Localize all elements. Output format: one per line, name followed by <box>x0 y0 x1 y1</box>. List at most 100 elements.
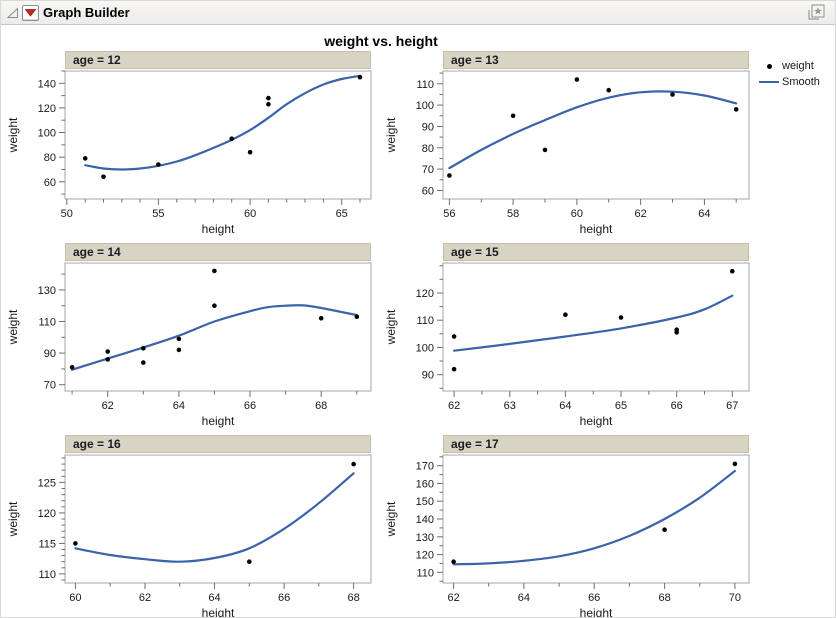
panel-age-age-age-age-age-age-13: age = 13 56 58 60 62 64 60 70 80 90 100 110 height we… <box>381 51 757 237</box>
x-tick-label: 66 <box>588 592 600 604</box>
legend-point-marker <box>758 63 780 69</box>
panel-plot: 60 62 64 66 68 110 115 120 125 height weight <box>6 454 372 618</box>
data-point[interactable] <box>82 156 88 161</box>
data-point[interactable] <box>141 360 146 365</box>
panel-age-age-age-age-age-age-12: age = 12 50 55 60 65 60 80 100 120 140 height weigh… <box>3 51 379 237</box>
x-axis-label: height <box>202 606 235 618</box>
x-tick-label: 60 <box>571 208 583 220</box>
plot-frame[interactable] <box>64 262 372 392</box>
data-point[interactable] <box>732 461 738 467</box>
data-point[interactable] <box>542 147 548 153</box>
data-point[interactable] <box>563 312 568 317</box>
plot-frame[interactable] <box>442 454 750 584</box>
panel-plot: 50 55 60 65 60 80 100 120 140 height weight <box>6 70 372 236</box>
panel-plot: 62 63 64 65 66 67 90 100 110 120 height weight <box>384 262 750 428</box>
data-point[interactable] <box>730 268 735 274</box>
x-tick-label: 66 <box>671 400 683 412</box>
x-axis-label: height <box>580 414 613 428</box>
y-tick-label: 120 <box>416 288 434 300</box>
data-point[interactable] <box>662 527 667 532</box>
data-point[interactable] <box>606 87 611 93</box>
data-point[interactable] <box>357 74 363 80</box>
legend-label: weight <box>782 60 814 72</box>
y-tick-label: 125 <box>38 477 56 489</box>
data-point[interactable] <box>247 559 252 564</box>
plot-frame[interactable] <box>64 454 372 584</box>
data-point[interactable] <box>451 334 457 339</box>
plot-frame[interactable] <box>442 262 750 392</box>
data-point[interactable] <box>574 77 580 82</box>
data-point[interactable] <box>618 315 624 320</box>
x-tick-label: 65 <box>336 208 348 220</box>
x-tick-label: 60 <box>69 592 81 604</box>
data-point[interactable] <box>212 303 217 308</box>
x-tick-label: 70 <box>729 592 741 604</box>
y-tick-label: 90 <box>422 122 434 134</box>
data-point[interactable] <box>212 268 217 274</box>
data-point[interactable] <box>105 357 110 362</box>
panel-grid: age = 12 50 55 60 65 60 80 100 120 140 height weigh… <box>3 51 835 618</box>
y-tick-label: 90 <box>44 348 56 360</box>
smooth-curve <box>84 74 362 171</box>
panel-header[interactable]: age = 16 <box>65 435 371 453</box>
plot-frame[interactable] <box>64 70 372 200</box>
data-point[interactable] <box>266 101 271 107</box>
data-point[interactable] <box>451 559 456 564</box>
data-point[interactable] <box>101 174 106 180</box>
panel-header[interactable]: age = 12 <box>65 51 371 69</box>
y-tick-label: 120 <box>416 550 434 562</box>
panel-header[interactable]: age = 15 <box>443 243 749 261</box>
plot-frame[interactable] <box>442 70 750 200</box>
red-triangle-menu-icon[interactable] <box>22 4 39 21</box>
data-point[interactable] <box>670 92 675 97</box>
y-tick-label: 140 <box>416 514 434 526</box>
data-point[interactable] <box>105 349 110 354</box>
x-tick-label: 62 <box>634 208 646 220</box>
data-point[interactable] <box>674 330 679 335</box>
x-tick-label: 64 <box>173 400 185 412</box>
data-point[interactable] <box>447 173 452 178</box>
y-tick-label: 110 <box>38 569 56 581</box>
y-tick-label: 130 <box>38 285 56 297</box>
data-point[interactable] <box>176 336 182 342</box>
y-tick-label: 130 <box>416 532 434 544</box>
data-point[interactable] <box>733 107 739 112</box>
legend-item-smooth[interactable]: Smooth <box>758 74 834 90</box>
panel-plot: 56 58 60 62 64 60 70 80 90 100 110 height weight <box>384 70 750 236</box>
data-point[interactable] <box>141 346 146 351</box>
y-tick-label: 60 <box>422 186 434 198</box>
y-tick-label: 170 <box>416 461 434 473</box>
x-tick-label: 64 <box>518 592 530 604</box>
legend-item-weight[interactable]: weight <box>758 58 834 74</box>
data-point[interactable] <box>73 541 78 546</box>
disclosure-triangle-icon[interactable] <box>6 6 19 19</box>
y-tick-label: 100 <box>38 128 56 140</box>
y-tick-label: 120 <box>38 508 56 520</box>
panel-header[interactable]: age = 13 <box>443 51 749 69</box>
y-axis-label: weight <box>6 117 20 153</box>
data-point[interactable] <box>510 113 516 119</box>
data-point[interactable] <box>354 314 360 319</box>
panel-header[interactable]: age = 17 <box>443 435 749 453</box>
x-tick-label: 64 <box>559 400 571 412</box>
smooth-curve <box>74 472 355 563</box>
data-point[interactable] <box>176 347 182 353</box>
data-point[interactable] <box>247 149 253 155</box>
data-point[interactable] <box>69 365 75 370</box>
data-point[interactable] <box>266 95 271 101</box>
layered-window-star-icon[interactable] <box>805 3 827 27</box>
y-axis-label: weight <box>384 309 398 345</box>
data-point[interactable] <box>351 461 356 467</box>
x-tick-label: 68 <box>658 592 670 604</box>
smooth-curve <box>448 90 738 170</box>
panel-plot: 62 64 66 68 70 110 120 130 140 150 160 170 height wei… <box>384 454 750 617</box>
data-point[interactable] <box>229 136 234 141</box>
panel-header[interactable]: age = 14 <box>65 243 371 261</box>
smooth-curve <box>452 469 736 566</box>
y-axis-label: weight <box>384 501 398 537</box>
data-point[interactable] <box>156 162 161 167</box>
data-point[interactable] <box>318 316 324 321</box>
y-tick-label: 160 <box>416 478 434 490</box>
data-point[interactable] <box>451 366 457 372</box>
x-tick-label: 67 <box>726 400 738 412</box>
